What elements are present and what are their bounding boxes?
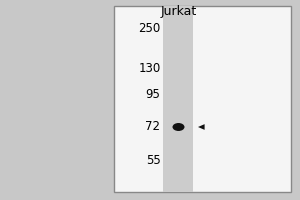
Bar [164,6,194,192]
Text: 95: 95 [146,88,160,100]
Circle shape [172,123,184,131]
Text: Jurkat: Jurkat [160,4,196,18]
Bar [114,6,291,192]
Text: 130: 130 [138,62,160,75]
Bar [0,0,114,200]
Text: 55: 55 [146,154,160,166]
Polygon shape [198,124,205,130]
Text: 250: 250 [138,22,160,36]
Text: 72: 72 [146,120,160,134]
